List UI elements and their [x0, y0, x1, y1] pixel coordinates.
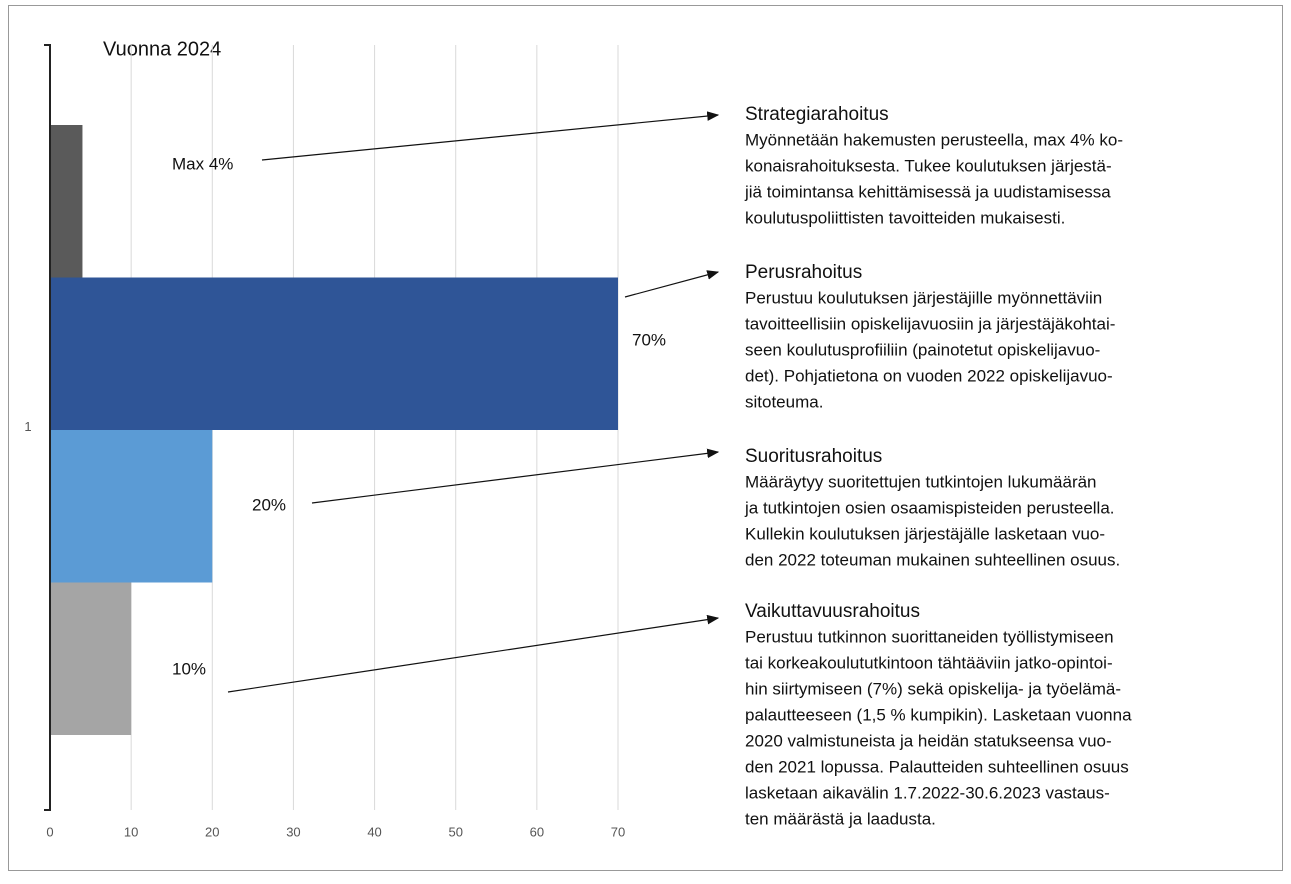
value-label: 20%	[252, 495, 286, 514]
x-tick-label: 0	[46, 824, 53, 839]
annotation-text: jiä toimintansa kehittämisessä ja uudist…	[744, 182, 1111, 201]
x-tick-label: 70	[611, 824, 625, 839]
value-label: Max 4%	[172, 154, 233, 173]
arrow	[227, 614, 720, 693]
annotation-heading: Vaikuttavuusrahoitus	[745, 601, 920, 622]
annotation-text: palautteeseen (1,5 % kumpikin). Lasketaa…	[745, 705, 1132, 724]
annotation-text: det). Pohjatietona on vuoden 2022 opiske…	[745, 366, 1113, 385]
annotation-text: sitoteuma.	[745, 392, 823, 411]
x-tick-label: 60	[530, 824, 544, 839]
bar	[50, 582, 132, 735]
annotation-text: den 2022 toteuman mukainen suhteellinen …	[745, 550, 1120, 569]
frame	[8, 5, 1283, 871]
annotation-text: koulutuspoliittisten tavoitteiden mukais…	[745, 208, 1065, 227]
x-tick-label: 50	[448, 824, 462, 839]
annotation-heading: Strategiarahoitus	[745, 104, 889, 125]
annotation-heading: Perusrahoitus	[745, 262, 862, 283]
value-label: 10%	[172, 659, 206, 678]
chart-title: Vuonna 2024	[103, 38, 221, 60]
annotation-text: ten määrästä ja laadusta.	[745, 809, 936, 828]
bar	[50, 277, 618, 430]
y-tick-label: 1	[24, 419, 31, 434]
arrow	[624, 270, 720, 298]
annotation-text: hin siirtymiseen (7%) sekä opiskelija- j…	[745, 679, 1121, 698]
x-tick-label: 30	[286, 824, 300, 839]
y-axis	[44, 44, 51, 811]
x-tick-label: 10	[124, 824, 138, 839]
annotation-text: tai korkeakoulututkintoon tähtääviin jat…	[745, 653, 1113, 672]
annotation-text: Perustuu tutkinnon suorittaneiden työlli…	[745, 627, 1114, 646]
annotation-text: den 2021 lopussa. Palautteiden suhteelli…	[745, 757, 1129, 776]
x-tick-label: 20	[205, 824, 219, 839]
bar	[50, 430, 213, 583]
annotation-text: 2020 valmistuneista ja heidän statukseen…	[745, 731, 1112, 750]
x-tick-label: 40	[367, 824, 381, 839]
annotation-heading: Suoritusrahoitus	[745, 446, 882, 467]
annotation-text: Perustuu koulutuksen järjestäjille myönn…	[745, 288, 1102, 307]
arrow	[261, 111, 720, 161]
annotation-text: seen koulutusprofiiliin (painotetut opis…	[745, 340, 1100, 359]
annotation-text: Määräytyy suoritettujen tutkintojen luku…	[745, 472, 1097, 491]
annotation-text: ja tutkintojen osien osaamispisteiden pe…	[744, 498, 1115, 517]
annotation-text: tavoitteellisiin opiskelijavuosiin ja jä…	[745, 314, 1115, 333]
annotation-text: Kullekin koulutuksen järjestäjälle laske…	[745, 524, 1105, 543]
annotation-text: lasketaan aikavälin 1.7.2022-30.6.2023 v…	[745, 783, 1110, 802]
annotation-text: Myönnetään hakemusten perusteella, max 4…	[745, 130, 1123, 149]
annotation-text: konaisrahoituksesta. Tukee koulutuksen j…	[745, 156, 1112, 175]
bar	[50, 125, 83, 278]
arrow	[311, 448, 720, 504]
value-label: 70%	[632, 330, 666, 349]
